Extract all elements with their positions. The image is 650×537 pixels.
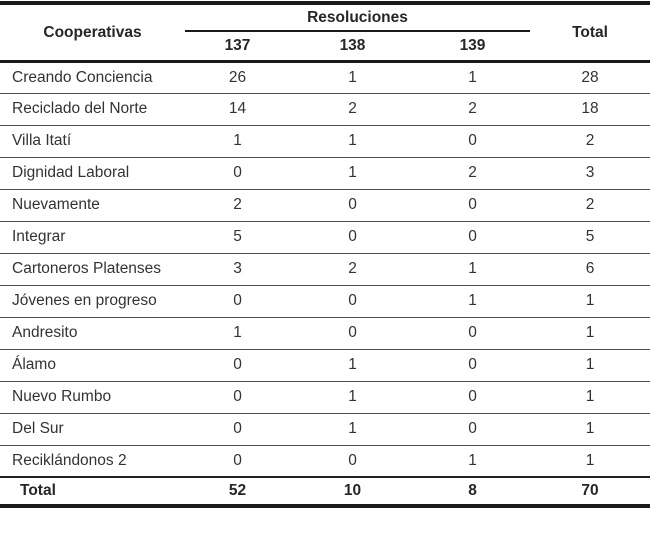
- value-cell: 0: [415, 188, 530, 221]
- value-cell: 1: [415, 284, 530, 317]
- value-cell: 0: [185, 348, 290, 381]
- value-cell: 0: [185, 284, 290, 317]
- table-footer: Total 52 10 8 70: [0, 476, 650, 506]
- cooperative-name-cell: Nuevamente: [0, 188, 185, 221]
- value-cell: 2: [530, 188, 650, 221]
- value-cell: 0: [415, 220, 530, 253]
- value-cell: 2: [185, 188, 290, 221]
- column-header-cooperativas: Cooperativas: [43, 23, 142, 41]
- cooperatives-resolutions-table: Cooperativas Resoluciones Total 137 138 …: [0, 1, 650, 508]
- table-row: Del Sur 0 1 0 1: [0, 412, 650, 445]
- total-value-139: 8: [415, 476, 530, 506]
- value-cell: 1: [415, 252, 530, 285]
- cooperative-name-cell: Nuevo Rumbo: [0, 380, 185, 413]
- value-cell: 1: [290, 60, 415, 93]
- table-row: Integrar 5 0 0 5: [0, 220, 650, 253]
- column-header-total: Total: [572, 23, 608, 41]
- value-cell: 1: [530, 284, 650, 317]
- value-cell: 0: [415, 348, 530, 381]
- cooperative-name-cell: Integrar: [0, 220, 185, 253]
- value-cell: 1: [290, 380, 415, 413]
- table-row: Creando Conciencia 26 1 1 28: [0, 60, 650, 93]
- value-cell: 1: [530, 348, 650, 381]
- value-cell: 6: [530, 252, 650, 285]
- value-cell: 2: [530, 124, 650, 157]
- cooperative-name-cell: Álamo: [0, 348, 185, 381]
- column-header-138: 138: [339, 37, 366, 55]
- total-value-137: 52: [185, 476, 290, 506]
- cooperative-name-cell: Andresito: [0, 316, 185, 349]
- cooperative-name-cell: Dignidad Laboral: [0, 156, 185, 189]
- value-cell: 5: [530, 220, 650, 253]
- table-row: Nuevamente 2 0 0 2: [0, 188, 650, 221]
- table-row: Jóvenes en progreso 0 0 1 1: [0, 284, 650, 317]
- value-cell: 5: [185, 220, 290, 253]
- value-cell: 0: [415, 380, 530, 413]
- table-row: Dignidad Laboral 0 1 2 3: [0, 156, 650, 189]
- value-cell: 0: [185, 444, 290, 477]
- cooperative-name-cell: Cartoneros Platenses: [0, 252, 185, 285]
- value-cell: 1: [290, 156, 415, 189]
- value-cell: 1: [185, 316, 290, 349]
- value-cell: 1: [530, 380, 650, 413]
- header-group-row: Cooperativas Resoluciones Total: [0, 3, 650, 41]
- value-cell: 0: [415, 412, 530, 445]
- value-cell: 2: [415, 92, 530, 125]
- cooperative-name-cell: Del Sur: [0, 412, 185, 445]
- value-cell: 0: [415, 316, 530, 349]
- value-cell: 0: [290, 444, 415, 477]
- value-cell: 0: [185, 156, 290, 189]
- column-group-header-resoluciones: Resoluciones: [185, 3, 530, 32]
- value-cell: 28: [530, 60, 650, 93]
- value-cell: 0: [185, 380, 290, 413]
- table-row: Villa Itatí 1 1 0 2: [0, 124, 650, 157]
- value-cell: 2: [415, 156, 530, 189]
- value-cell: 0: [290, 316, 415, 349]
- table-figure: Cooperativas Resoluciones Total 137 138 …: [0, 1, 650, 508]
- value-cell: 3: [185, 252, 290, 285]
- total-row: Total 52 10 8 70: [0, 476, 650, 506]
- value-cell: 2: [290, 92, 415, 125]
- cooperative-name-cell: Reciclado del Norte: [0, 92, 185, 125]
- value-cell: 14: [185, 92, 290, 125]
- table-row: Andresito 1 0 0 1: [0, 316, 650, 349]
- value-cell: 3: [530, 156, 650, 189]
- value-cell: 1: [290, 412, 415, 445]
- table-body: Creando Conciencia 26 1 1 28 Reciclado del No…: [0, 60, 650, 477]
- total-value-total: 70: [530, 476, 650, 506]
- column-header-139: 139: [459, 37, 486, 55]
- value-cell: 0: [290, 220, 415, 253]
- value-cell: 1: [415, 60, 530, 93]
- total-row-label: Total: [0, 476, 185, 506]
- value-cell: 0: [185, 412, 290, 445]
- value-cell: 0: [415, 124, 530, 157]
- total-value-138: 10: [290, 476, 415, 506]
- value-cell: 18: [530, 92, 650, 125]
- table-row: Reciclado del Norte 14 2 2 18: [0, 92, 650, 125]
- table-row: Cartoneros Platenses 3 2 1 6: [0, 252, 650, 285]
- table-header: Cooperativas Resoluciones Total 137 138 …: [0, 3, 650, 61]
- value-cell: 1: [530, 444, 650, 477]
- value-cell: 2: [290, 252, 415, 285]
- value-cell: 1: [415, 444, 530, 477]
- cooperative-name-cell: Villa Itatí: [0, 124, 185, 157]
- value-cell: 1: [185, 124, 290, 157]
- cooperative-name-cell: Jóvenes en progreso: [0, 284, 185, 317]
- value-cell: 0: [290, 284, 415, 317]
- value-cell: 26: [185, 60, 290, 93]
- header-sub-row: 137 138 139: [0, 31, 650, 61]
- value-cell: 0: [290, 188, 415, 221]
- value-cell: 1: [290, 348, 415, 381]
- value-cell: 1: [530, 316, 650, 349]
- cooperative-name-cell: Reciklándonos 2: [0, 444, 185, 477]
- table-row: Álamo 0 1 0 1: [0, 348, 650, 381]
- value-cell: 1: [290, 124, 415, 157]
- cooperative-name-cell: Creando Conciencia: [0, 60, 185, 93]
- table-row: Nuevo Rumbo 0 1 0 1: [0, 380, 650, 413]
- column-header-137: 137: [224, 37, 251, 55]
- value-cell: 1: [530, 412, 650, 445]
